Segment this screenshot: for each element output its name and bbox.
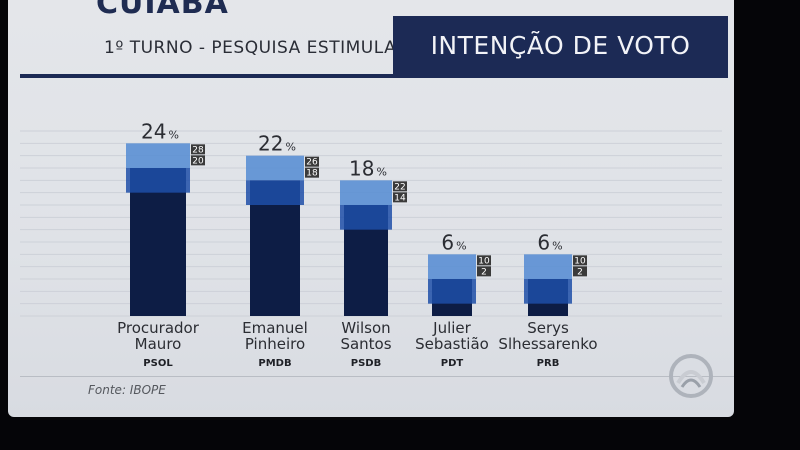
lower-label: 18 [306, 169, 318, 179]
band-upper [340, 180, 392, 205]
value-number: 24 [141, 119, 166, 143]
title-banner: INTENÇÃO DE VOTO [393, 16, 728, 74]
category-label: Pinheiro [245, 335, 305, 353]
category-label: Julier [432, 319, 471, 337]
upper-label: 26 [306, 158, 318, 168]
footer-divider [20, 376, 734, 377]
broadcaster-logo-icon [669, 354, 713, 398]
value-label: 22% [258, 132, 296, 156]
upper-box [191, 144, 205, 155]
value-label: 6% [441, 230, 466, 254]
title-rule [20, 74, 728, 78]
poll-subtitle: 1º TURNO - PESQUISA ESTIMULADA [104, 38, 422, 58]
lower-box [191, 155, 205, 166]
upper-box [305, 156, 319, 167]
value-label: 6% [537, 230, 562, 254]
upper-box [477, 255, 491, 266]
band-lower [524, 279, 572, 304]
party-label: PMDB [258, 358, 291, 369]
upper-label: 10 [574, 256, 586, 266]
band-lower [428, 279, 476, 304]
band-lower [246, 180, 304, 205]
lower-label: 2 [577, 267, 583, 277]
value-label: 18% [349, 156, 387, 180]
value-number: 18 [349, 156, 374, 180]
upper-label: 10 [478, 256, 490, 266]
value-number: 6 [441, 230, 454, 254]
category-label: Santos [340, 335, 391, 353]
category-label: Procurador [117, 319, 200, 337]
lower-label: 20 [192, 156, 204, 166]
band-lower [340, 205, 392, 230]
tv-screen: CUIABÁ 1º TURNO - PESQUISA ESTIMULADA IN… [8, 0, 734, 417]
category-label: Serys [527, 319, 569, 337]
value-suffix: % [286, 141, 296, 154]
category-label: Sebastião [415, 335, 489, 353]
band-upper [126, 143, 190, 168]
source-label: Fonte: IBOPE [88, 383, 166, 397]
value-suffix: % [169, 128, 179, 141]
band-upper [428, 254, 476, 279]
upper-label: 22 [394, 182, 405, 192]
lower-label: 14 [394, 193, 406, 203]
lower-box [573, 266, 587, 277]
party-label: PDT [441, 358, 464, 369]
city-title: CUIABÁ [96, 0, 229, 21]
lower-label: 2 [481, 267, 487, 277]
category-label: Mauro [135, 335, 182, 353]
lower-box [393, 192, 407, 203]
upper-label: 28 [192, 145, 204, 155]
value-suffix: % [456, 239, 466, 252]
party-label: PSDB [351, 358, 381, 369]
value-suffix: % [552, 239, 562, 252]
value-number: 22 [258, 132, 283, 156]
category-label: Wilson [341, 319, 390, 337]
value-number: 6 [537, 230, 550, 254]
band-upper [246, 155, 304, 181]
party-label: PSOL [143, 358, 173, 369]
category-label: Slhessarenko [498, 335, 597, 353]
chart-title: INTENÇÃO DE VOTO [430, 30, 691, 60]
value-label: 24% [141, 119, 179, 143]
band-lower [126, 168, 190, 193]
party-label: PRB [537, 358, 560, 369]
upper-box [573, 255, 587, 266]
value-suffix: % [377, 165, 387, 178]
lower-box [477, 266, 491, 277]
band-upper [524, 254, 572, 279]
category-label: Emanuel [242, 319, 308, 337]
upper-box [393, 181, 407, 192]
lower-box [305, 167, 319, 178]
